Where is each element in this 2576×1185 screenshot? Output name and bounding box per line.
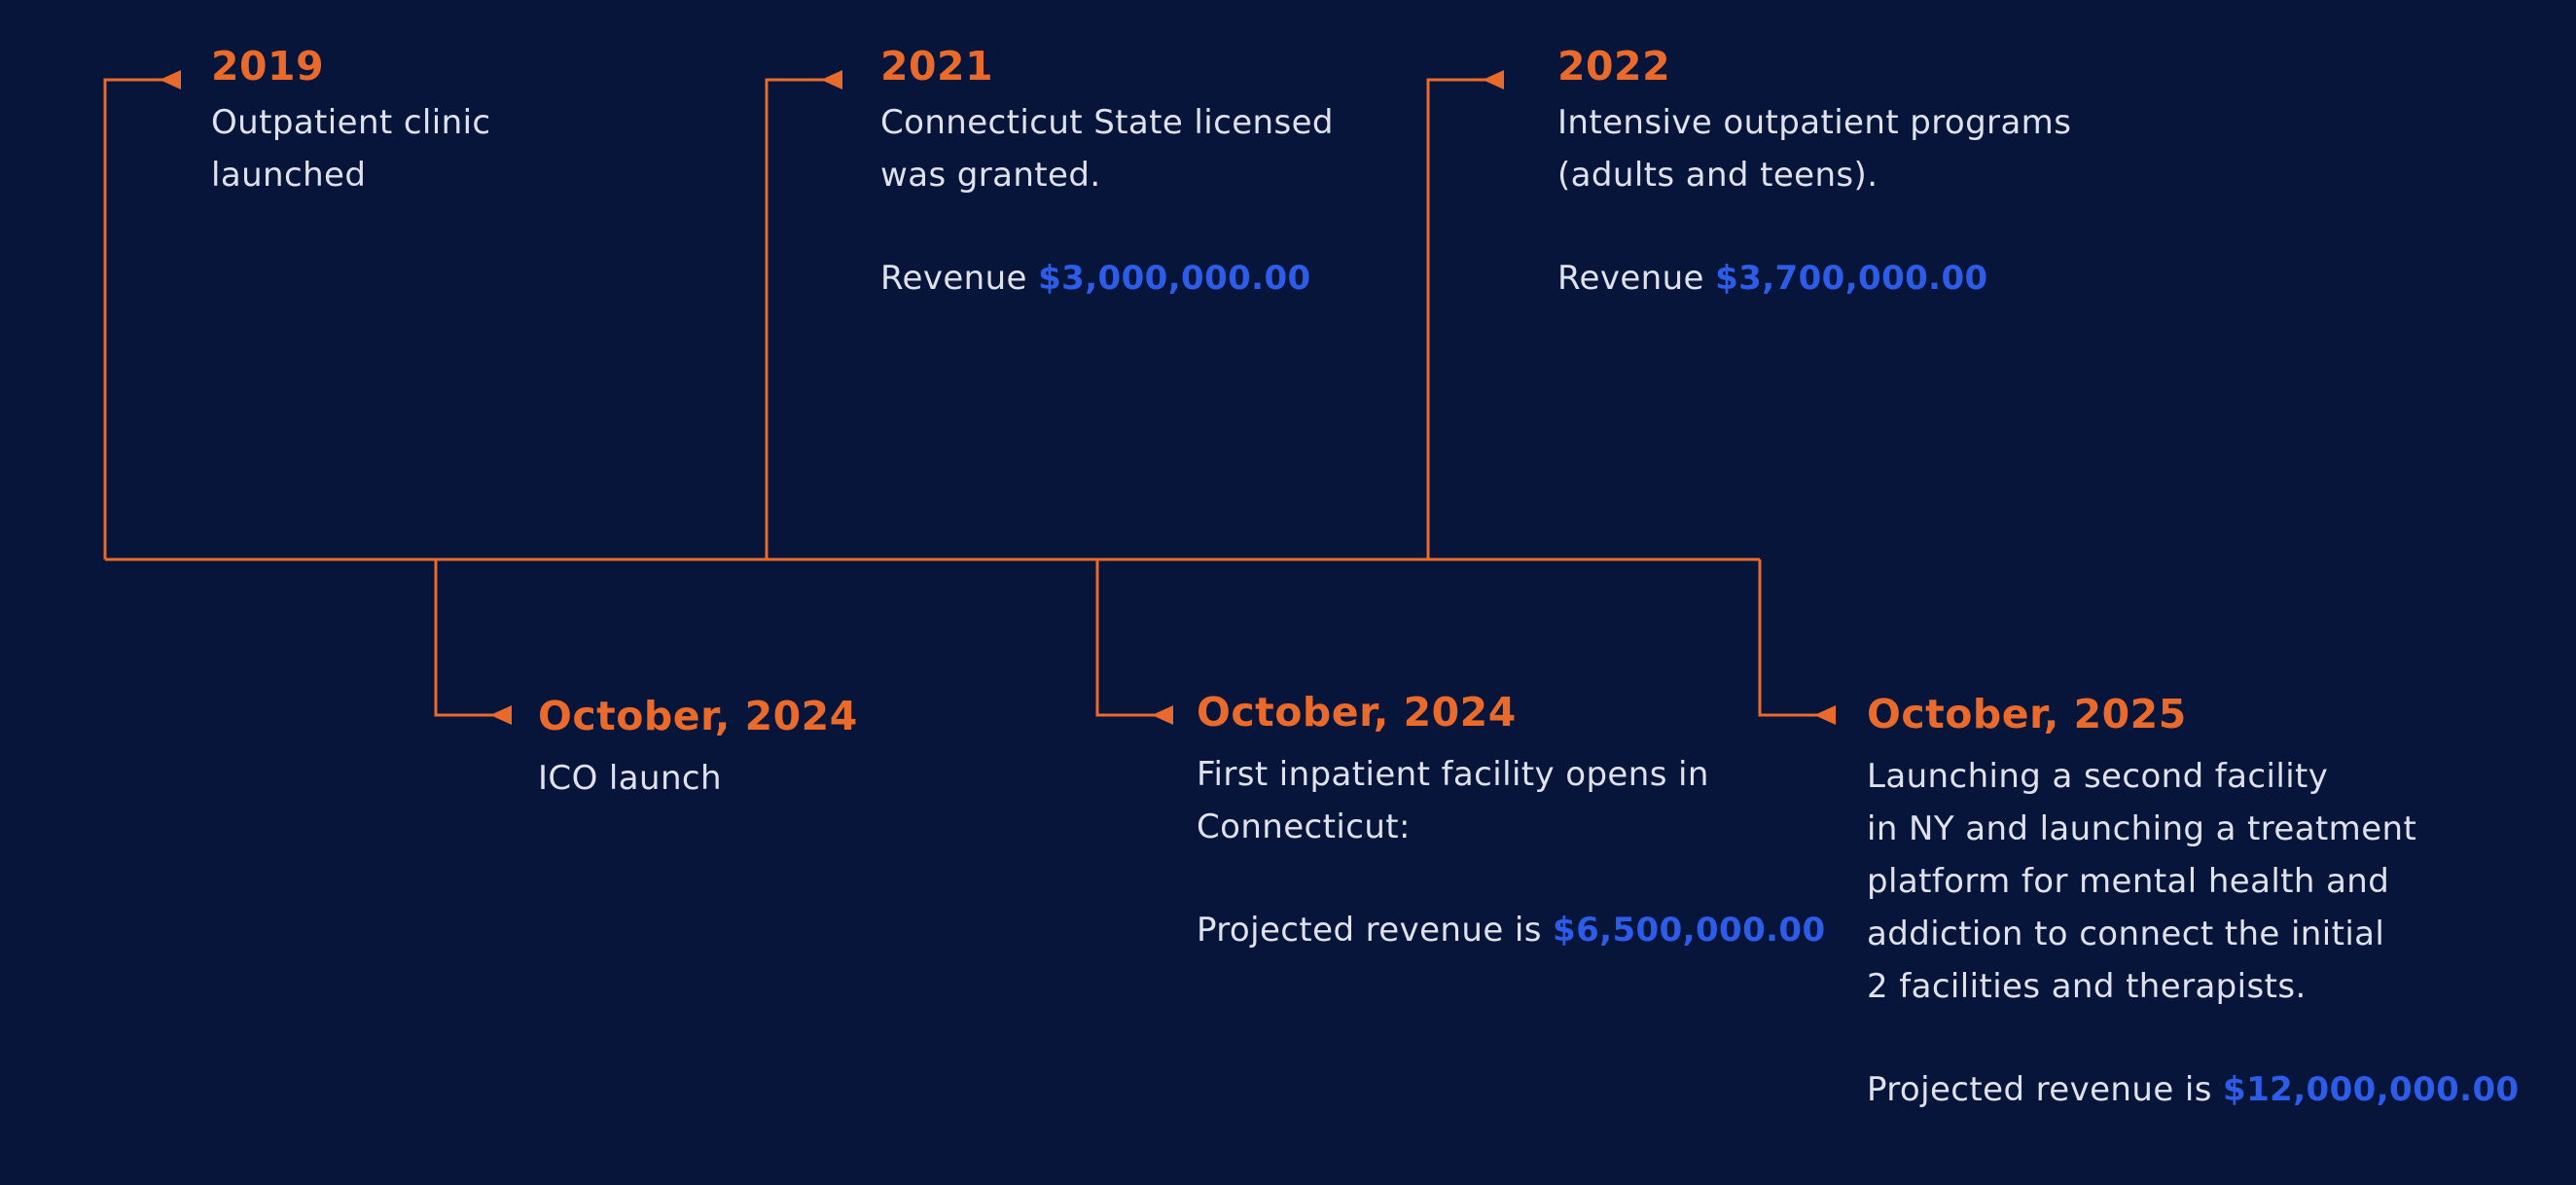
milestone-year: October, 2024 (538, 693, 858, 739)
milestone-revenue: Revenue $3,000,000.00 (880, 252, 1334, 305)
milestone-2022: 2022 Intensive outpatient programs (adul… (1557, 47, 2071, 305)
revenue-amount: $3,000,000.00 (1038, 259, 1311, 298)
milestone-oct-2024-facility: October, 2024 First inpatient facility o… (1197, 693, 1826, 956)
milestone-oct-2025: October, 2025 Launching a second facilit… (1867, 695, 2520, 1116)
milestone-year: 2021 (880, 43, 994, 90)
connector-2019 (103, 78, 170, 559)
milestone-year: 2019 (211, 43, 325, 90)
arrow-head-2019 (160, 70, 181, 90)
milestone-description: Connecticut State licensed was granted. (880, 103, 1334, 195)
milestone-description: Launching a second facility in NY and la… (1867, 757, 2417, 1006)
milestone-oct-2024-ico: October, 2024 ICO launch (538, 697, 858, 805)
connector-2022 (1426, 78, 1493, 559)
milestone-2021: 2021 Connecticut State licensed was gran… (880, 47, 1334, 305)
milestone-description: Outpatient clinic launched (211, 103, 491, 195)
arrow-head-2022 (1483, 70, 1504, 90)
revenue-amount: $6,500,000.00 (1553, 911, 1826, 950)
milestone-revenue: Projected revenue is $12,000,000.00 (1867, 1063, 2520, 1116)
connector-2021 (765, 78, 832, 559)
revenue-label: Revenue (880, 259, 1027, 298)
milestone-year: 2022 (1557, 43, 1671, 90)
arrow-head-2021 (821, 70, 842, 90)
arrow-head-oct-2024-ico (490, 705, 512, 725)
milestone-2019: 2019 Outpatient clinic launched (211, 47, 491, 201)
milestone-year: October, 2024 (1197, 689, 1517, 736)
milestone-year: October, 2025 (1867, 691, 2187, 737)
revenue-label: Revenue (1557, 259, 1704, 298)
revenue-label: Projected revenue is (1867, 1070, 2212, 1109)
connector-oct-2024-ico (434, 559, 501, 717)
milestone-description: First inpatient facility opens in Connec… (1197, 755, 1709, 846)
milestone-description: ICO launch (538, 759, 722, 798)
revenue-label: Projected revenue is (1197, 911, 1542, 950)
revenue-amount: $3,700,000.00 (1715, 259, 1988, 298)
milestone-revenue: Revenue $3,700,000.00 (1557, 252, 2071, 305)
revenue-amount: $12,000,000.00 (2223, 1070, 2520, 1109)
connector-oct-2025 (1758, 559, 1825, 717)
connector-oct-2024-facility (1095, 559, 1163, 717)
arrow-head-oct-2025 (1814, 705, 1836, 725)
milestone-description: Intensive outpatient programs (adults an… (1557, 103, 2072, 195)
milestone-revenue: Projected revenue is $6,500,000.00 (1197, 904, 1826, 956)
arrow-head-oct-2024-facility (1152, 705, 1173, 725)
